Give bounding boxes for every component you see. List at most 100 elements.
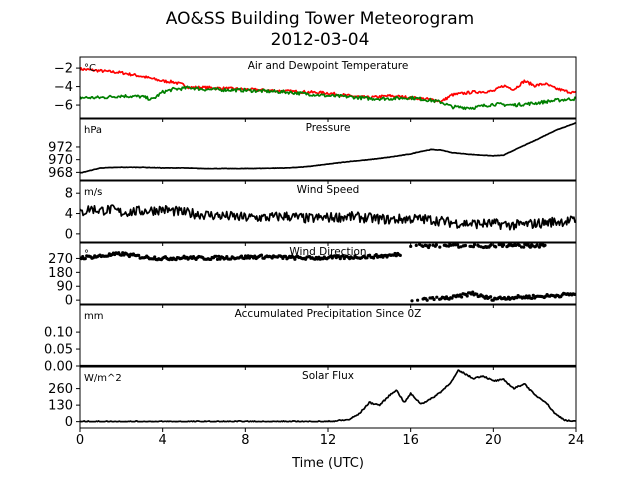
data-point-wind_dir_west (253, 254, 257, 258)
data-point-wind_dir_west (242, 256, 246, 261)
y-tick-label: −6 (54, 99, 73, 114)
data-point-wind_dir_low (435, 295, 439, 299)
panel-plot-area (80, 121, 576, 174)
x-tick-label: 0 (76, 433, 84, 448)
data-point-wind_dir_north (489, 243, 493, 247)
panel-title: Solar Flux (302, 370, 354, 382)
data-point-wind_dir_west (293, 257, 297, 261)
panel-unit-label: ° (84, 249, 89, 260)
figure-title: AO&SS Building Tower Meteorogram (166, 9, 474, 29)
data-point-wind_dir_low (471, 290, 475, 294)
data-point-wind_dir_west (283, 254, 288, 258)
data-point-wind_dir_low (425, 298, 429, 302)
data-point-wind_dir_north (535, 243, 539, 247)
y-tick-label: 260 (48, 382, 73, 397)
y-tick-label: 4 (65, 207, 73, 222)
data-point-wind_dir_west (398, 253, 402, 257)
data-point-wind_dir_low (410, 299, 414, 303)
data-point-wind_dir_north (472, 243, 477, 247)
x-tick-label: 4 (159, 433, 167, 448)
data-point-wind_dir_west (83, 257, 87, 261)
series-line-dewpoint (80, 85, 576, 111)
data-point-wind_dir_west (137, 253, 141, 257)
x-tick-label: 16 (402, 433, 419, 448)
data-point-wind_dir_north (434, 243, 438, 247)
data-point-wind_dir_west (217, 254, 221, 258)
x-tick-label: 8 (241, 433, 249, 448)
y-tick-label: 968 (48, 166, 73, 181)
data-point-wind_dir_north (522, 245, 526, 249)
data-point-wind_dir_north (463, 243, 468, 248)
data-point-wind_dir_west (119, 253, 123, 257)
data-point-wind_dir_west (218, 257, 222, 261)
panel-unit-label: W/m^2 (84, 373, 122, 384)
panel-unit-label: °C (84, 63, 96, 74)
data-point-wind_dir_north (409, 244, 413, 248)
panel-title: Wind Direction (289, 246, 366, 258)
x-axis: 0 4 8 12 16 20 24 (76, 433, 584, 448)
y-tick-label: 970 (48, 153, 73, 168)
panels-group: −2−4−6°C Air and Dewpoint Temperature9729… (44, 56, 577, 432)
x-tick-label: 20 (485, 433, 502, 448)
data-point-wind_dir_north (543, 243, 547, 247)
series-line-pressure (80, 121, 576, 174)
data-point-wind_dir_north (453, 243, 457, 247)
y-tick-label: −2 (54, 62, 73, 77)
panel-unit-label: m/s (84, 187, 102, 198)
y-tick-label: 180 (48, 266, 73, 281)
panel-title: Wind Speed (297, 184, 360, 196)
data-point-wind_dir_west (225, 255, 229, 259)
panel-1: −2 −4 −6 °C Air and Dewpoint Temperature (54, 56, 577, 122)
y-tick-label: 90 (56, 280, 73, 295)
data-point-wind_dir_low (460, 295, 464, 299)
y-tick-label: 130 (48, 399, 73, 414)
data-point-wind_dir_west (214, 254, 218, 258)
data-point-wind_dir_low (489, 295, 493, 299)
panel-3: 8 4 0 m/s Wind Speed (65, 180, 577, 246)
panel-plot-area (80, 243, 576, 303)
data-point-wind_dir_north (502, 243, 506, 247)
panel-title: Accumulated Precipitation Since 0Z (235, 308, 422, 320)
data-point-wind_dir_west (153, 255, 157, 259)
y-tick-label: 8 (65, 187, 73, 202)
panel-plot-area (80, 204, 576, 231)
y-tick-label: 0.05 (44, 343, 73, 358)
data-point-wind_dir_low (531, 293, 535, 297)
data-point-wind_dir_north (494, 245, 498, 249)
y-tick-label: 0 (65, 294, 73, 309)
data-point-wind_dir_west (352, 256, 356, 260)
data-point-wind_dir_west (374, 253, 378, 257)
x-axis-label: Time (UTC) (291, 456, 364, 471)
series-line-air_temp (80, 67, 576, 103)
data-point-wind_dir_west (341, 254, 345, 258)
figure-subtitle: 2012-03-04 (271, 30, 370, 50)
y-tick-label: 0.10 (44, 326, 73, 341)
data-point-wind_dir_west (372, 256, 376, 260)
data-point-wind_dir_north (414, 243, 418, 247)
panel-plot-area (80, 67, 576, 111)
data-point-wind_dir_low (465, 294, 469, 298)
x-tick-label: 24 (568, 433, 585, 448)
y-tick-label: 270 (48, 252, 73, 267)
y-tick-label: 972 (48, 140, 73, 155)
panel-unit-label: mm (84, 311, 103, 322)
series-line-solar (80, 369, 576, 423)
panel-unit-label: hPa (84, 125, 102, 136)
x-tick-label: 12 (320, 433, 337, 448)
data-point-wind_dir_north (428, 243, 432, 247)
data-point-wind_dir_north (517, 243, 521, 247)
y-tick-label: −4 (54, 80, 73, 95)
data-point-wind_dir_low (530, 296, 534, 300)
series-line-wind_speed (80, 204, 576, 231)
data-point-wind_dir_north (438, 245, 442, 249)
data-point-wind_dir_west (215, 257, 220, 261)
data-point-wind_dir_low (432, 297, 436, 302)
panel-5: 0.10 0.05 0.00 mm Accumulated Precipitation … (44, 304, 577, 375)
y-tick-label: 0 (65, 227, 73, 242)
y-tick-label: 0.00 (44, 360, 73, 375)
data-point-wind_dir_west (259, 253, 264, 257)
